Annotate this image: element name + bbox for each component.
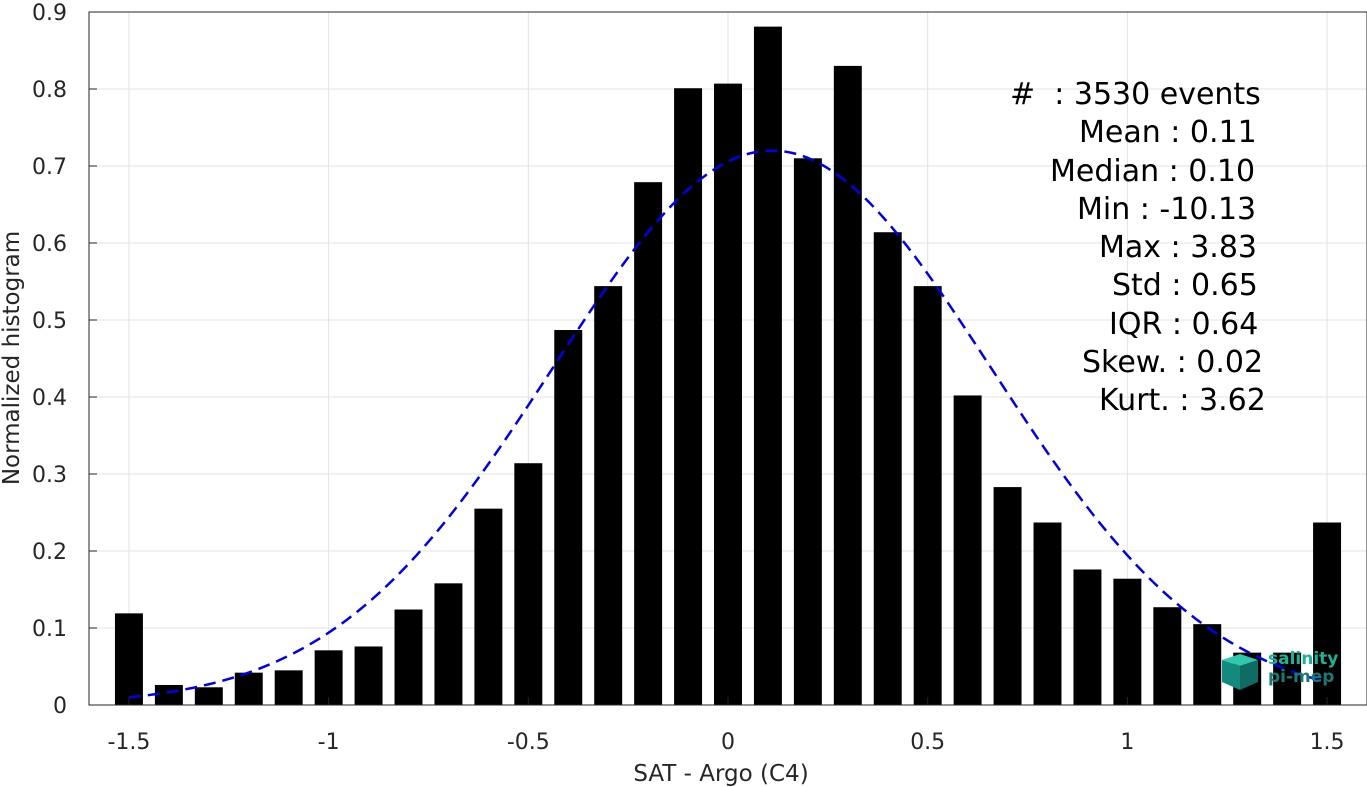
logo-text-pimep: pi-mep [1268,667,1335,687]
histogram-bar [234,672,263,705]
x-tick-label: -1 [318,730,340,755]
y-tick-label: 0.5 [32,309,67,334]
y-tick-label: 0.6 [32,232,67,257]
y-tick-label: 0.7 [32,155,67,180]
histogram-bar [1113,578,1142,705]
x-tick-label: 1.5 [1310,730,1345,755]
histogram-bar [1153,607,1182,705]
y-tick-label: 0.8 [32,78,67,103]
histogram-bar [114,613,143,705]
histogram-bar [634,182,663,706]
histogram-bar [873,232,902,705]
y-tick-label: 0.9 [32,1,67,26]
statistics-box: # : 3530 events Mean : 0.11 Median : 0.1… [1000,76,1300,421]
stat-median: Median : 0.10 [1050,153,1256,189]
y-axis-label: Normalized histogram [0,231,25,485]
histogram-bar [514,463,543,705]
x-tick-label: -1.5 [107,730,150,755]
histogram-bar [1073,569,1102,705]
histogram-bar [953,395,982,705]
x-axis-ticks: -1.5 -1 -0.5 0 0.5 1 1.5 [107,697,1345,755]
histogram-bars [114,26,1342,706]
histogram-bar [154,684,183,705]
y-tick-label: 0.2 [32,540,67,565]
salinity-pimep-logo: salinity pi-mep [1218,648,1358,694]
histogram-bar [274,670,303,705]
histogram-bar [1273,652,1302,705]
histogram-bar [594,286,623,705]
stat-mean: Mean : 0.11 [1079,115,1257,151]
stat-iqr: IQR : 0.64 [1109,306,1259,342]
logo-text-salinity: salinity [1268,649,1339,669]
stat-max: Max : 3.83 [1099,230,1257,266]
histogram-bar [474,508,503,705]
stat-kurt: Kurt. : 3.62 [1099,383,1266,419]
histogram-bar [434,583,463,705]
histogram-bar [354,646,383,705]
histogram-bar [1033,522,1062,705]
y-tick-label: 0.3 [32,463,67,488]
histogram-bar [194,687,223,705]
gaussian-fit-curve [128,149,1328,699]
histogram-bar [753,26,782,705]
stat-skew: Skew. : 0.02 [1082,345,1264,381]
histogram-bar [314,650,343,705]
logo-cube-icon [1222,654,1258,690]
x-axis-label: SAT - Argo (C4) [633,761,808,787]
x-tick-label: -0.5 [507,730,550,755]
y-tick-label: 0 [53,694,67,719]
y-axis-ticks: 0 0.1 0.2 0.3 0.4 0.5 0.6 0.7 0.8 0.9 [32,1,97,719]
histogram-bar [1193,624,1222,705]
stat-std: Std : 0.65 [1112,268,1258,304]
y-tick-label: 0.4 [32,386,67,411]
histogram-bar [1313,522,1342,705]
histogram-bar [554,330,583,705]
histogram-bar [833,65,862,705]
stat-min: Min : -10.13 [1077,191,1257,227]
histogram-bar [793,158,822,706]
x-tick-label: 0 [721,730,735,755]
histogram-bar [714,83,742,706]
histogram-bar [394,609,423,705]
x-tick-label: 0.5 [910,730,945,755]
stat-events: # : 3530 events [1010,77,1261,112]
y-tick-label: 0.1 [32,617,67,642]
x-tick-label: 1 [1120,730,1134,755]
histogram-bar [993,487,1022,705]
histogram-bar [913,286,942,705]
